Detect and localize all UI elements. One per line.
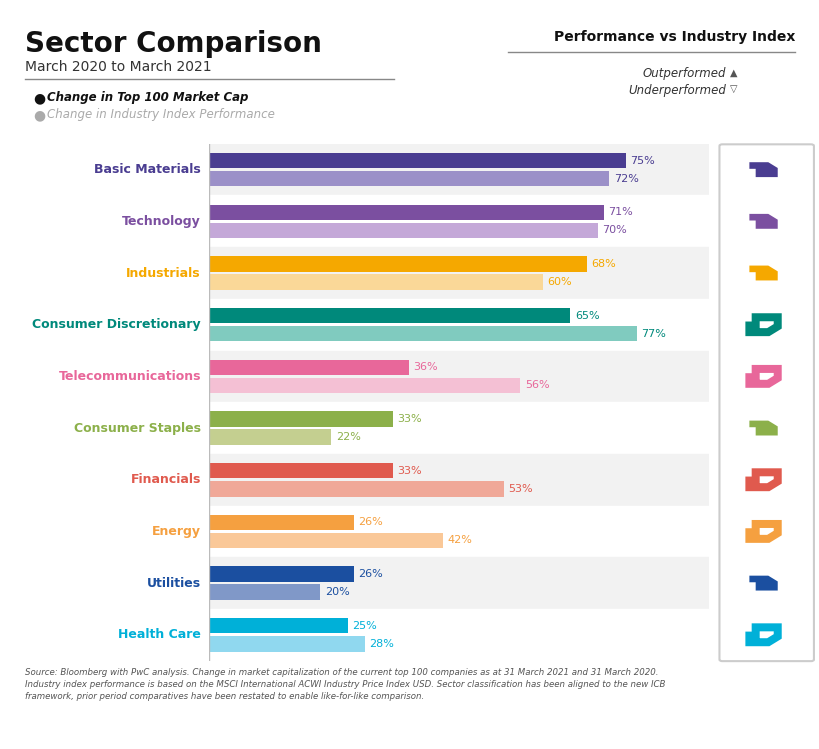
Bar: [209, 247, 708, 299]
Bar: [209, 411, 392, 427]
Text: 68%: 68%: [590, 259, 615, 269]
Bar: [209, 566, 353, 582]
Bar: [209, 584, 320, 600]
Bar: [209, 454, 708, 506]
Text: 72%: 72%: [613, 174, 638, 184]
Text: 26%: 26%: [358, 518, 382, 527]
Text: 60%: 60%: [546, 277, 571, 287]
Text: 70%: 70%: [602, 225, 627, 235]
Text: 75%: 75%: [630, 156, 654, 166]
Bar: [209, 222, 597, 238]
Bar: [209, 515, 353, 530]
Bar: [209, 429, 331, 445]
Text: 26%: 26%: [358, 569, 382, 579]
Text: 56%: 56%: [524, 380, 549, 390]
Text: ●: ●: [33, 108, 45, 122]
Text: 65%: 65%: [574, 311, 599, 321]
Text: 53%: 53%: [508, 484, 532, 494]
Text: Outperformed: Outperformed: [641, 67, 725, 80]
Text: 22%: 22%: [336, 432, 360, 442]
Bar: [209, 463, 392, 479]
Polygon shape: [749, 576, 776, 590]
Bar: [209, 256, 586, 272]
Bar: [209, 308, 570, 324]
Polygon shape: [749, 214, 776, 228]
Bar: [209, 360, 409, 375]
Text: Change in Industry Index Performance: Change in Industry Index Performance: [47, 108, 274, 121]
Text: 25%: 25%: [352, 621, 377, 631]
Bar: [209, 402, 708, 454]
Text: Energy: Energy: [152, 525, 201, 538]
Text: Source: Bloomberg with PwC analysis. Change in market capitalization of the curr: Source: Bloomberg with PwC analysis. Cha…: [25, 668, 664, 701]
Text: ●: ●: [33, 91, 45, 106]
Text: Telecommunications: Telecommunications: [58, 370, 201, 383]
Bar: [209, 618, 347, 634]
Bar: [209, 481, 503, 497]
Text: 33%: 33%: [396, 414, 421, 424]
Bar: [209, 533, 442, 548]
Text: Change in Top 100 Market Cap: Change in Top 100 Market Cap: [47, 91, 248, 104]
Text: 42%: 42%: [446, 536, 471, 545]
Text: Financials: Financials: [130, 473, 201, 486]
Text: 33%: 33%: [396, 466, 421, 476]
FancyBboxPatch shape: [718, 145, 813, 661]
Text: Underperformed: Underperformed: [627, 84, 725, 97]
Bar: [209, 609, 708, 661]
Bar: [209, 636, 364, 652]
Bar: [209, 506, 708, 557]
Polygon shape: [749, 163, 776, 177]
Text: Sector Comparison: Sector Comparison: [25, 30, 321, 58]
Bar: [209, 351, 708, 402]
Text: Performance vs Industry Index: Performance vs Industry Index: [554, 30, 794, 44]
Bar: [209, 299, 708, 351]
Bar: [209, 195, 708, 247]
Bar: [209, 204, 603, 220]
Text: March 2020 to March 2021: March 2020 to March 2021: [25, 60, 211, 74]
Text: 20%: 20%: [324, 587, 349, 597]
Text: 36%: 36%: [413, 363, 437, 372]
Text: Health Care: Health Care: [118, 628, 201, 641]
Text: ▲: ▲: [729, 67, 736, 77]
Text: 71%: 71%: [608, 207, 632, 217]
Bar: [209, 171, 609, 187]
Text: Industrials: Industrials: [126, 267, 201, 279]
Text: Utilities: Utilities: [147, 577, 201, 589]
Bar: [209, 557, 708, 609]
Polygon shape: [749, 421, 776, 435]
Text: Basic Materials: Basic Materials: [94, 163, 201, 176]
Bar: [209, 274, 542, 290]
Text: Technology: Technology: [122, 215, 201, 228]
Bar: [209, 326, 636, 342]
Bar: [209, 144, 708, 195]
Text: Consumer Discretionary: Consumer Discretionary: [32, 318, 201, 331]
Text: ▽: ▽: [729, 84, 736, 94]
Polygon shape: [749, 266, 776, 280]
Text: 77%: 77%: [640, 329, 666, 339]
Text: 28%: 28%: [369, 639, 394, 649]
Bar: [209, 377, 520, 393]
Bar: [209, 153, 625, 169]
Text: Consumer Staples: Consumer Staples: [74, 422, 201, 434]
